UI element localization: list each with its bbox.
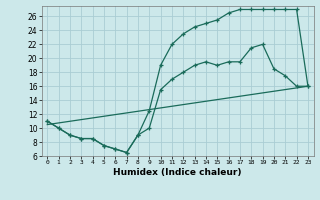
X-axis label: Humidex (Indice chaleur): Humidex (Indice chaleur) <box>113 168 242 177</box>
